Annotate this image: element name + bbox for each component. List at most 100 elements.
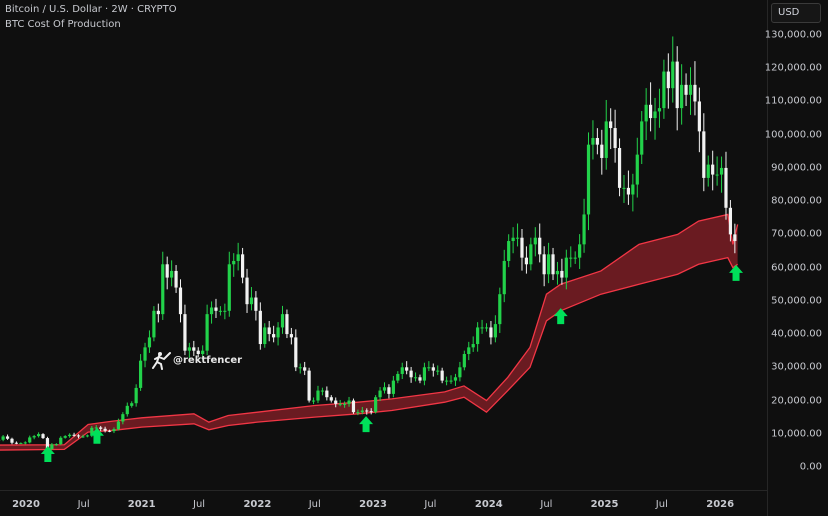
candle-body (422, 367, 427, 381)
candle (258, 302, 262, 350)
candle (711, 150, 715, 191)
candle (719, 156, 724, 193)
candle (249, 287, 254, 311)
candle (107, 429, 112, 433)
candle-body (236, 254, 240, 261)
candle-body (374, 397, 378, 412)
candle (99, 425, 103, 432)
candle-body (728, 207, 733, 235)
buy-arrow-icon (359, 416, 374, 433)
candle-body (600, 144, 604, 158)
x-tick-label: 2021 (127, 499, 156, 510)
candle-body (675, 61, 679, 109)
candle-body (622, 187, 626, 189)
candle (254, 291, 258, 321)
candle (458, 361, 462, 382)
candle (351, 398, 356, 414)
candle-body (85, 435, 89, 437)
candle-body (378, 390, 382, 398)
candle (604, 99, 608, 170)
symbol-title[interactable]: Bitcoin / U.S. Dollar · 2W · CRYPTO (5, 4, 177, 15)
candle-body (161, 264, 165, 315)
candle (626, 170, 631, 205)
candle-body (484, 327, 489, 329)
candle-body (680, 84, 684, 109)
candle (436, 365, 440, 376)
indicator-title[interactable]: BTC Cost Of Production (5, 19, 121, 30)
candle-body (1, 436, 5, 440)
candle (635, 137, 639, 198)
candle-body (170, 270, 174, 278)
candle-body (515, 237, 520, 239)
candle-body (453, 377, 458, 381)
candle-body (209, 307, 214, 315)
y-tick-label: 20,000.00 (771, 395, 822, 407)
cost-of-production-band (0, 213, 739, 451)
candle-body (369, 411, 373, 413)
candle-body (573, 257, 577, 259)
candle (187, 342, 191, 358)
candle (613, 109, 617, 163)
candle (387, 384, 391, 399)
candle-body (666, 71, 670, 89)
candle (502, 249, 506, 303)
candle (320, 387, 325, 396)
candle-body (351, 400, 356, 413)
candle-body (329, 397, 333, 401)
candle (538, 223, 542, 263)
y-tick-label: 60,000.00 (771, 262, 822, 274)
candle (76, 434, 81, 439)
candle-body (36, 434, 41, 437)
candle-body (130, 403, 134, 406)
candle-body (249, 297, 254, 305)
candle-body (134, 387, 138, 404)
candle-body (72, 434, 76, 436)
candle-body (76, 435, 81, 437)
candle (662, 59, 666, 119)
candle-body (657, 108, 662, 112)
candle-body (507, 241, 511, 261)
candle-body (187, 347, 191, 351)
candle (227, 251, 231, 317)
band-fill (0, 214, 738, 451)
x-tick-label: 2026 (706, 499, 735, 510)
candle-body (311, 400, 316, 402)
candle-body (68, 434, 72, 437)
candle (595, 128, 599, 155)
candle (573, 251, 577, 264)
candle-body (560, 270, 564, 278)
candle (178, 279, 183, 323)
candle-body (449, 380, 453, 382)
candle (507, 234, 511, 268)
candle-body (14, 442, 19, 444)
candle-body (81, 436, 85, 438)
candle (684, 73, 688, 106)
candle (36, 432, 41, 438)
candle (600, 129, 604, 175)
candle (533, 227, 537, 257)
candle (422, 362, 427, 386)
candle (551, 247, 555, 281)
candle-body (196, 350, 200, 355)
candle-body (538, 237, 542, 255)
candle-body (143, 347, 147, 361)
candle (671, 36, 675, 103)
candle-body (232, 260, 236, 265)
candle (657, 88, 662, 128)
candle-body (382, 387, 387, 391)
candle-body (201, 350, 205, 355)
candle (511, 227, 515, 254)
x-tick-label: 2024 (474, 499, 503, 510)
candle (520, 228, 524, 271)
candle (449, 375, 453, 384)
candle-body (28, 437, 32, 443)
candle (529, 237, 533, 271)
candle-body (467, 347, 471, 355)
candle-body (298, 367, 302, 369)
candle (675, 46, 679, 131)
candle-body (316, 390, 320, 401)
currency-button[interactable]: USD (771, 3, 821, 23)
candle-body (427, 367, 431, 369)
candle-body (405, 367, 409, 371)
